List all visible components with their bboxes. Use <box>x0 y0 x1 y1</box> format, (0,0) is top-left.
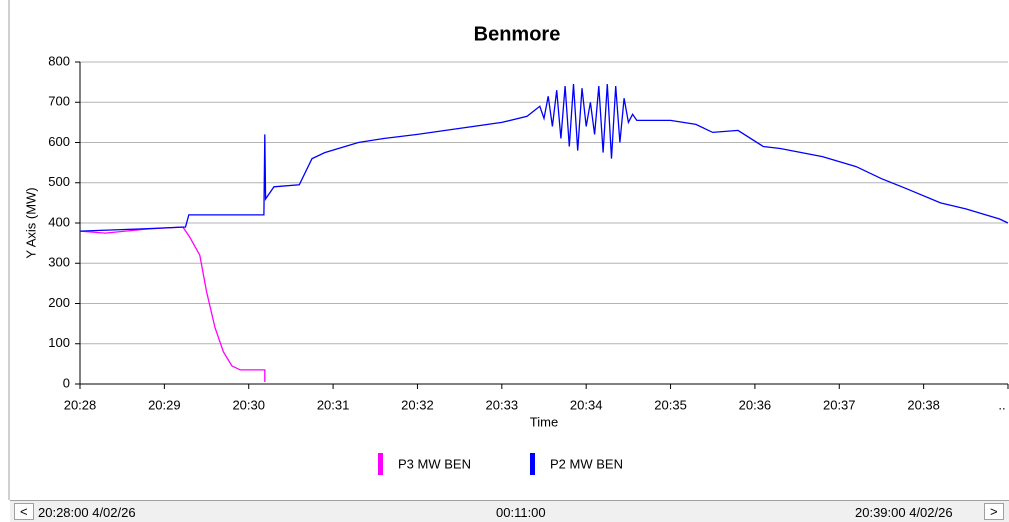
x-tick-label: 20:29 <box>148 397 181 412</box>
y-tick-label: 300 <box>48 255 70 270</box>
series-line <box>79 84 1009 232</box>
start-time: 20:28:00 4/02/26 <box>38 505 136 520</box>
prev-button[interactable]: < <box>14 503 34 520</box>
time-navigator: < 20:28:00 4/02/26 00:11:00 20:39:00 4/0… <box>10 500 1009 522</box>
chart: Benmore Y Axis (MW) Time 0 100 200 300 400 50… <box>8 0 1009 500</box>
y-tick-label: 500 <box>48 174 70 189</box>
legend-label: P2 MW BEN <box>550 456 623 471</box>
x-tick-label: 20:30 <box>232 397 265 412</box>
x-tick-label: 20:33 <box>486 397 519 412</box>
y-tick-label: 100 <box>48 335 70 350</box>
y-tick-label: 200 <box>48 295 70 310</box>
x-tick-label: .. <box>998 397 1005 412</box>
y-axis-label: Y Axis (MW) <box>23 187 38 258</box>
next-button[interactable]: > <box>984 503 1004 520</box>
x-axis-label: Time <box>530 414 558 429</box>
x-tick-label: 20:28 <box>64 397 97 412</box>
x-tick-label: 20:36 <box>739 397 772 412</box>
y-tick-label: 0 <box>63 375 70 390</box>
legend-marker <box>378 453 383 475</box>
y-tick-label: 800 <box>48 53 70 68</box>
legend-marker <box>530 453 535 475</box>
y-tick-label: 600 <box>48 134 70 149</box>
x-tick-label: 20:34 <box>570 397 603 412</box>
series-line <box>79 226 266 382</box>
end-time: 20:39:00 4/02/26 <box>855 505 953 520</box>
time-span: 00:11:00 <box>496 505 546 520</box>
x-tick-label: 20:35 <box>654 397 687 412</box>
x-tick-label: 20:38 <box>907 397 940 412</box>
y-tick-label: 700 <box>48 94 70 109</box>
chart-title: Benmore <box>474 23 561 45</box>
x-tick-label: 20:32 <box>401 397 434 412</box>
y-tick-label: 400 <box>48 214 70 229</box>
x-tick-label: 20:37 <box>823 397 856 412</box>
legend-label: P3 MW BEN <box>398 456 471 471</box>
x-tick-label: 20:31 <box>317 397 350 412</box>
